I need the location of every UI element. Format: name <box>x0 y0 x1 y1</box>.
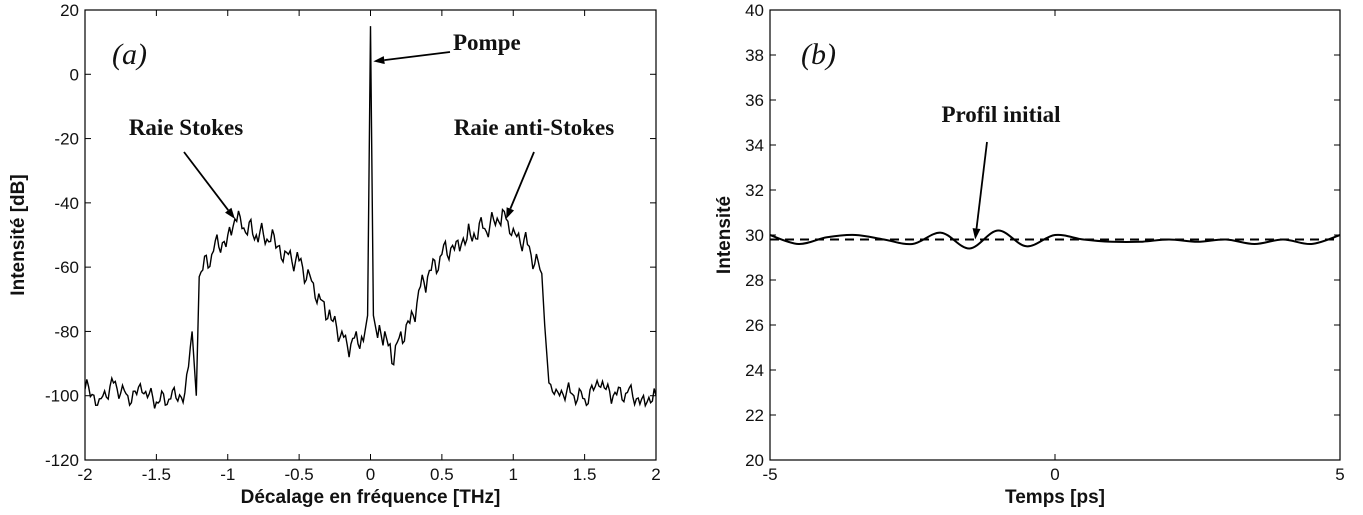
x-tick-label: 5 <box>1335 465 1344 484</box>
x-tick-label: 2 <box>651 465 660 484</box>
x-axis-label: Temps [ps] <box>1005 487 1105 508</box>
annotation-arrow-head <box>373 56 385 65</box>
y-tick-label: 38 <box>745 46 764 65</box>
x-tick-label: -1.5 <box>142 465 171 484</box>
y-tick-label: 26 <box>745 316 764 335</box>
x-tick-label: 1 <box>509 465 518 484</box>
panel-label: (b) <box>801 38 836 71</box>
panel-label: (a) <box>112 38 147 71</box>
x-tick-label: 0 <box>366 465 375 484</box>
y-tick-label: -20 <box>54 130 79 149</box>
x-axis-label: Décalage en fréquence [THz] <box>241 487 501 508</box>
y-tick-label: -80 <box>54 322 79 341</box>
x-tick-label: -2 <box>77 465 92 484</box>
y-axis-label: Intensité <box>714 196 735 274</box>
y-tick-label: 28 <box>745 271 764 290</box>
y-tick-label: 32 <box>745 181 764 200</box>
annotation-arrow-shaft <box>183 151 229 211</box>
x-tick-label: -0.5 <box>284 465 313 484</box>
y-tick-label: 34 <box>745 136 764 155</box>
y-tick-label: 22 <box>745 406 764 425</box>
x-tick-label: 0 <box>1050 465 1059 484</box>
annotation-label: Profil initial <box>941 102 1060 127</box>
x-tick-label: -5 <box>762 465 777 484</box>
x-tick-label: 0.5 <box>430 465 454 484</box>
intensity-profile-line <box>769 229 1341 250</box>
y-tick-label: -40 <box>54 194 79 213</box>
y-tick-label: 36 <box>745 91 764 110</box>
annotation-label: Raie Stokes <box>129 115 243 140</box>
y-tick-label: -100 <box>45 387 79 406</box>
y-tick-label: -60 <box>54 258 79 277</box>
y-axis-label: Intensité [dB] <box>8 174 29 295</box>
y-tick-label: -120 <box>45 451 79 470</box>
annotation-arrow-shaft <box>509 151 535 210</box>
x-tick-label: 1.5 <box>573 465 597 484</box>
y-tick-label: 20 <box>60 1 79 20</box>
spectrum-line <box>85 26 656 409</box>
y-tick-label: 30 <box>745 226 764 245</box>
y-tick-label: 0 <box>70 65 79 84</box>
annotation-arrow-head <box>972 228 981 240</box>
annotation-arrow-shaft <box>384 51 451 61</box>
annotation-label: Raie anti-Stokes <box>454 115 614 140</box>
x-tick-label: -1 <box>220 465 235 484</box>
annotation-label: Pompe <box>453 30 521 55</box>
annotation-arrow-shaft <box>975 141 988 229</box>
panel-b-chart: -5 0 5 40 38 36 34 32 30 28 26 24 22 20 Temps [ps] Inte… <box>714 1 1345 508</box>
panel-a-chart: -2 -1.5 -1 -0.5 0 0.5 1 1.5 2 20 0 -20 -40 -60 -80 -100… <box>8 1 661 508</box>
y-tick-label: 20 <box>745 451 764 470</box>
annotation-arrow-head <box>225 207 235 219</box>
y-tick-label: 24 <box>745 361 764 380</box>
y-tick-label: 40 <box>745 1 764 20</box>
annotation-arrow-head <box>506 207 515 219</box>
